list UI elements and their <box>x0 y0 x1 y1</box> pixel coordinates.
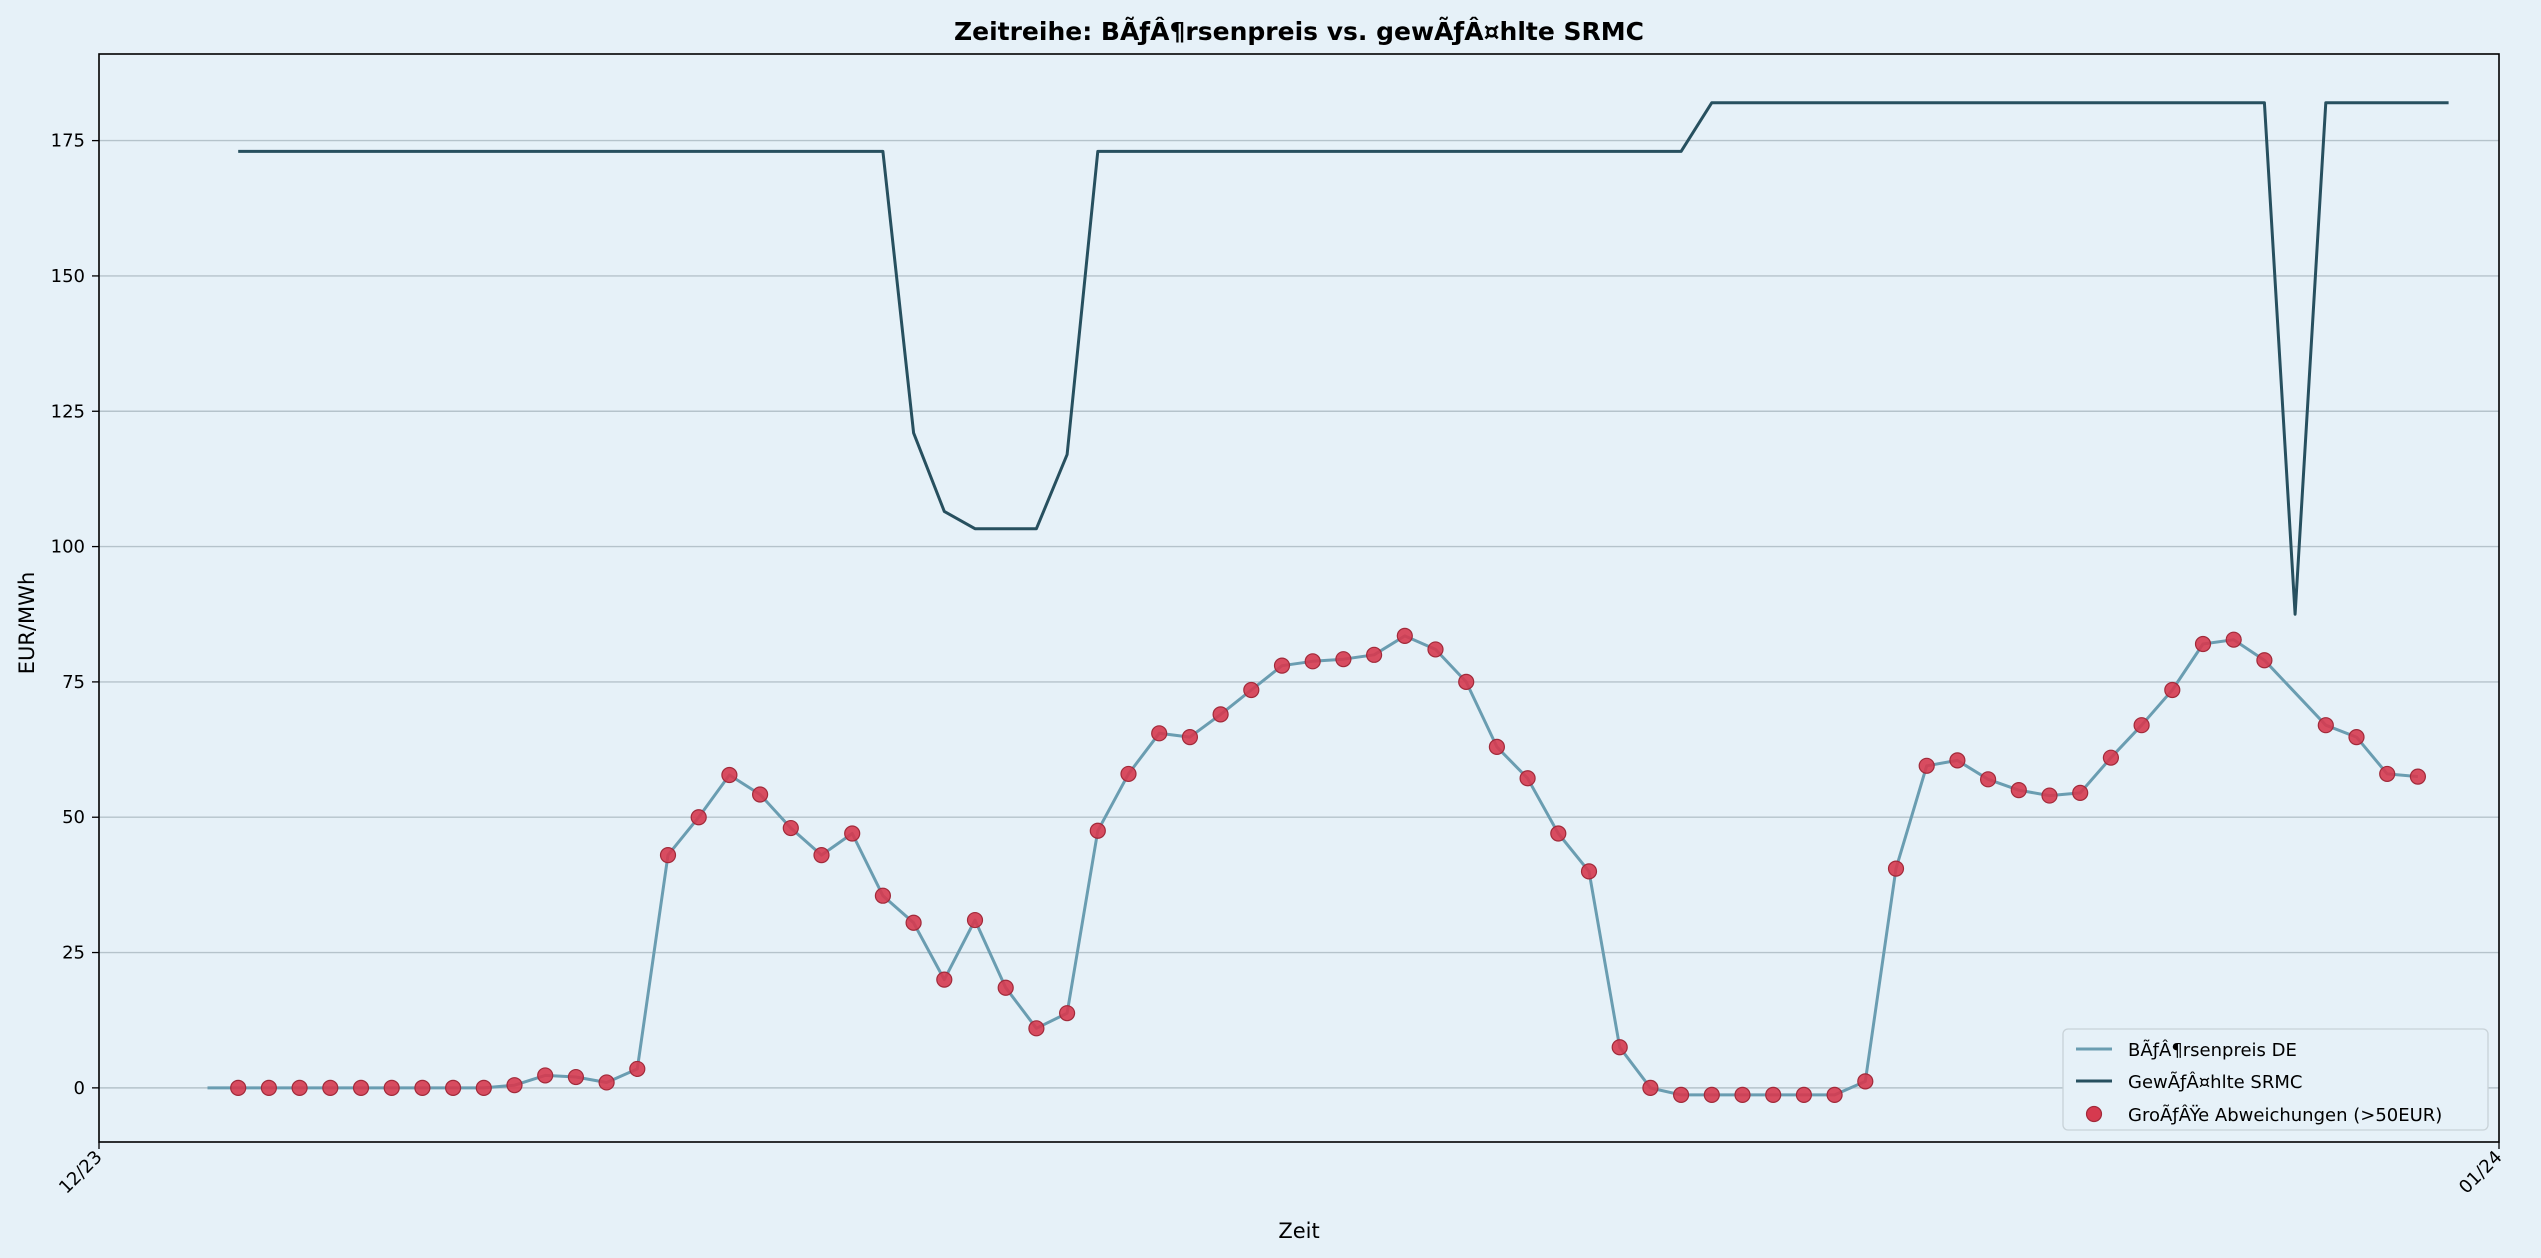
deviation-point <box>1396 627 1413 644</box>
deviation-point <box>1427 641 1444 658</box>
legend-price-label: BÃƒÂ¶rsenpreis DE <box>2128 1039 2297 1061</box>
deviation-point <box>2317 717 2334 734</box>
deviation-point <box>414 1079 431 1096</box>
plot-area <box>99 54 2499 1142</box>
y-axis-label: EUR/MWh <box>15 572 39 675</box>
deviation-point <box>1058 1005 1076 1022</box>
deviation-point <box>2348 729 2365 746</box>
deviation-point <box>874 887 892 904</box>
y-tick-label-3: 75 <box>62 672 85 693</box>
deviation-point <box>2072 784 2089 801</box>
y-tick-label-6: 150 <box>51 266 85 287</box>
deviation-point <box>1795 1086 1813 1104</box>
deviation-point <box>445 1079 462 1096</box>
deviation-point <box>1243 681 1260 699</box>
deviation-point <box>1580 863 1598 880</box>
deviation-point <box>1273 657 1291 674</box>
deviation-point <box>2133 717 2150 734</box>
deviation-point <box>1642 1079 1659 1096</box>
deviation-point <box>2409 768 2426 785</box>
deviation-point <box>690 809 707 826</box>
deviation-point <box>1120 765 1137 783</box>
deviation-point <box>1765 1086 1782 1104</box>
deviation-point <box>506 1077 523 1094</box>
legend: BÃƒÂ¶rsenpreis DE GewÃƒÂ¤hlte SRMC GroÃƒ… <box>2062 1028 2489 1131</box>
deviation-point <box>1028 1020 1045 1037</box>
deviation-point <box>1734 1086 1751 1104</box>
deviation-point <box>1488 738 1506 755</box>
srmc-line <box>238 101 2449 616</box>
y-tick-label-7: 175 <box>51 131 85 152</box>
deviation-point <box>230 1079 247 1096</box>
deviation-point <box>2164 681 2181 699</box>
deviation-point <box>844 825 861 842</box>
y-tick-label-2: 50 <box>62 807 85 828</box>
legend-deviation-swatch <box>2085 1105 2103 1123</box>
deviation-point <box>905 914 922 931</box>
deviation-point <box>1519 770 1536 787</box>
deviation-point <box>1089 822 1106 839</box>
deviation-point <box>2194 635 2212 653</box>
deviation-point <box>2102 749 2119 766</box>
deviation-point <box>2225 631 2242 648</box>
deviation-point <box>598 1074 615 1091</box>
legend-deviation-label: GroÃƒÂŸe Abweichungen (>50EUR) <box>2128 1104 2442 1126</box>
deviation-point <box>1181 729 1199 746</box>
deviation-point <box>1857 1073 1874 1090</box>
deviation-point <box>1151 725 1168 742</box>
deviation-point <box>1365 646 1383 663</box>
deviation-point <box>2256 652 2273 669</box>
plot-frame <box>98 53 2500 1143</box>
deviation-point <box>352 1079 370 1096</box>
deviation-point <box>721 766 738 784</box>
series-layer <box>207 101 2449 1104</box>
deviation-point <box>936 971 953 988</box>
deviation-point <box>1672 1086 1690 1104</box>
deviation-point <box>1918 757 1935 774</box>
deviation-point <box>813 847 830 864</box>
deviation-point <box>966 911 984 929</box>
deviation-point <box>782 819 799 837</box>
deviation-point <box>1458 673 1475 691</box>
deviation-point <box>1304 653 1321 670</box>
deviation-point <box>629 1060 646 1078</box>
deviation-point <box>1550 825 1567 842</box>
deviation-point <box>383 1079 400 1096</box>
deviation-point <box>1703 1086 1720 1104</box>
deviation-point <box>1335 651 1352 668</box>
deviation-point <box>322 1079 339 1096</box>
deviation-point <box>1826 1086 1843 1104</box>
chart-title: Zeitreihe: BÃƒÂ¶rsenpreis vs. gewÃƒÂ¤hlt… <box>954 17 1644 46</box>
deviation-point <box>1949 752 1966 769</box>
deviation-point <box>260 1079 277 1096</box>
deviation-point <box>1887 860 1905 877</box>
deviation-point <box>291 1079 308 1096</box>
y-tick-label-0: 0 <box>74 1078 85 1099</box>
deviation-point <box>1611 1039 1628 1056</box>
y-tick-label-4: 100 <box>51 537 85 558</box>
deviation-point <box>1212 706 1229 723</box>
legend-srmc-label: GewÃƒÂ¤hlte SRMC <box>2128 1071 2302 1093</box>
y-tick-label-5: 125 <box>51 401 85 422</box>
deviation-point <box>997 979 1014 996</box>
deviation-point <box>537 1067 554 1084</box>
deviation-point <box>1979 771 1997 788</box>
deviation-point <box>751 786 769 803</box>
grid-lines <box>99 139 2499 1089</box>
x-tick-label-0: 12/23 <box>55 1147 107 1199</box>
x-axis: 12/23 01/24 <box>55 1142 2507 1198</box>
y-axis: 0 25 50 75 100 125 150 175 <box>51 131 99 1099</box>
y-tick-label-1: 25 <box>62 943 85 964</box>
deviation-point <box>475 1079 492 1096</box>
deviation-point <box>567 1068 585 1086</box>
deviation-point <box>2379 765 2396 783</box>
legend-box <box>2062 1028 2489 1131</box>
x-tick-label-1: 01/24 <box>2455 1147 2507 1199</box>
deviation-point <box>659 847 677 864</box>
deviation-point <box>2041 787 2058 804</box>
deviation-point <box>2010 782 2027 799</box>
x-axis-label: Zeit <box>1278 1219 1319 1243</box>
